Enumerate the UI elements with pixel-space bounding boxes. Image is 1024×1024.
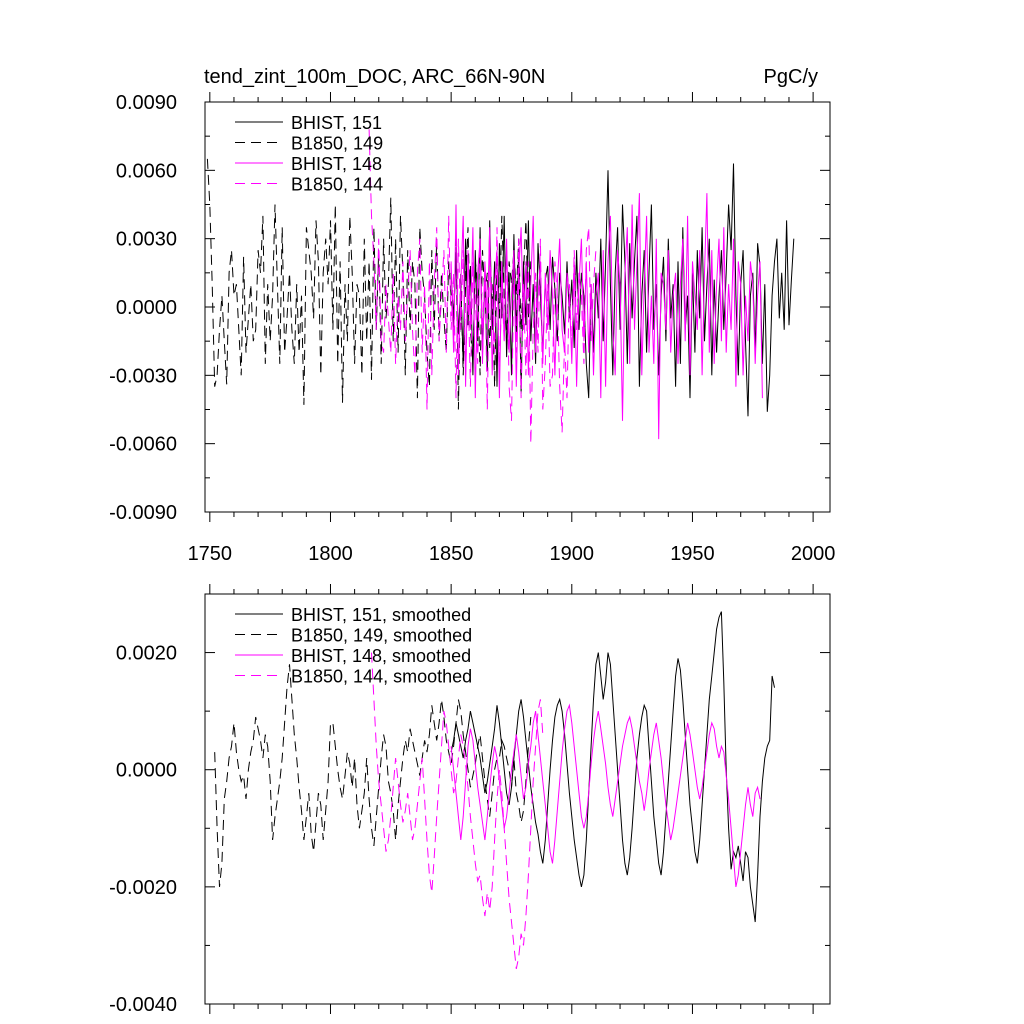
series-line-4 [368,129,597,444]
legend-label-3: BHIST, 148, smoothed [291,646,471,666]
x-tick-label: 1800 [308,543,353,565]
legend-label-2: B1850, 149, smoothed [291,626,472,646]
y-tick-label: -0.0090 [109,502,177,524]
y-tick-label: 0.0090 [116,92,177,114]
chart-title: tend_zint_100m_DOC, ARC_66N-90N [204,66,545,88]
y-tick-label: -0.0040 [109,994,177,1016]
series-group [206,129,795,444]
legend-label-4: B1850, 144 [291,175,383,195]
y-tick-label: -0.0020 [109,877,177,899]
x-tick-label: 1950 [670,543,715,565]
y-tick-label: -0.0030 [109,365,177,387]
y-tick-label: 0.0020 [116,643,177,665]
series-line-2 [214,664,532,887]
series-line-1 [450,611,775,923]
legend-label-4: B1850, 144, smoothed [291,667,472,687]
y-tick-label: 0.0000 [116,297,177,319]
x-tick-label: 1900 [550,543,595,565]
series-group [214,611,775,969]
plot-frame [204,593,831,1005]
series-line-2 [206,158,532,410]
y-tick-label: -0.0060 [109,434,177,456]
legend-label-1: BHIST, 151, smoothed [291,605,471,625]
y-tick-label: 0.0060 [116,160,177,182]
x-tick-label: 1750 [188,543,233,565]
bottom-panel: -0.0040 -0.0020 0.0000 0.0020 BHIST, 151, sm… [109,584,831,1016]
x-tick-label: 2000 [791,543,836,565]
series-line-4 [371,652,544,969]
y-tick-label: 0.0030 [116,229,177,251]
x-tick-label: 1850 [429,543,474,565]
series-line-3 [450,703,761,887]
legend-label-3: BHIST, 148 [291,154,382,174]
legend-label-2: B1850, 149 [291,134,383,154]
top-panel: tend_zint_100m_DOC, ARC_66N-90N PgC/y 17… [109,66,835,565]
legend-label-1: BHIST, 151 [291,113,382,133]
y-tick-label: 0.0000 [116,760,177,782]
units-label: PgC/y [764,66,818,88]
